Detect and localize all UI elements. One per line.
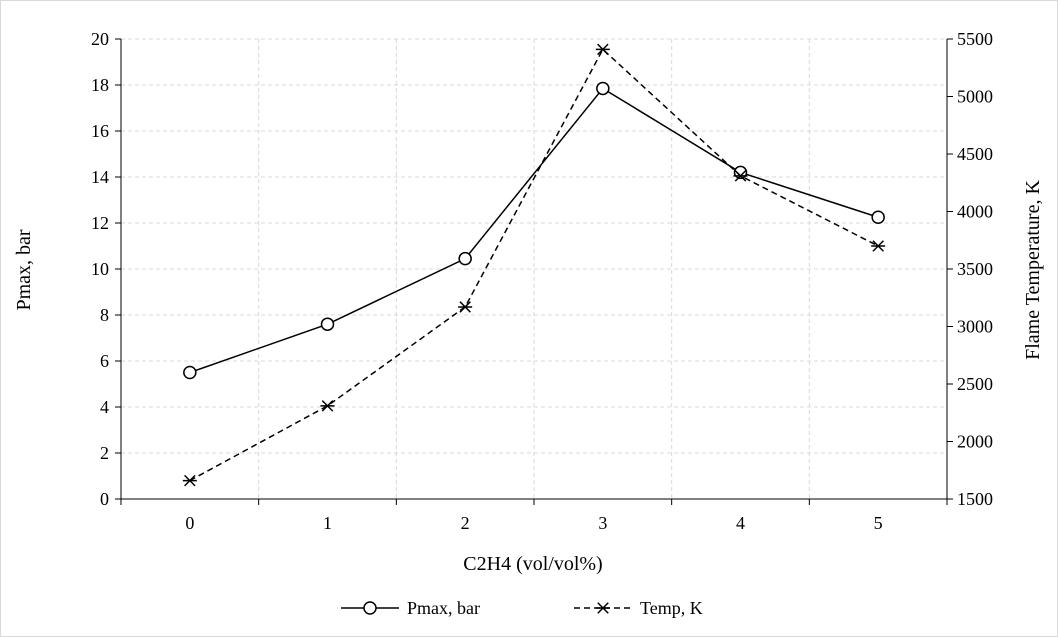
x-tick-label: 4 (736, 513, 745, 533)
y-left-tick-label: 20 (91, 29, 109, 49)
y-axis-right-title: Flame Temperature, K (1022, 180, 1044, 360)
legend: Pmax, bar Temp, K (341, 598, 703, 618)
data-point-pmax (458, 251, 472, 266)
data-point-temp (871, 240, 886, 252)
y-left-tick-label: 4 (100, 397, 109, 417)
gridlines (121, 38, 947, 499)
x-tick-label: 0 (185, 513, 194, 533)
y-right-tick-label: 3000 (957, 317, 993, 337)
y-right-tick-label: 5000 (957, 87, 993, 107)
y-left-tick-label: 8 (100, 305, 109, 325)
data-point-temp (733, 170, 748, 182)
legend-label-temp: Temp, K (640, 598, 703, 618)
y-right-tick-label: 2500 (957, 374, 993, 394)
series-layer (182, 43, 886, 487)
data-point-temp (182, 474, 197, 487)
x-axis-title: C2H4 (vol/vol%) (463, 553, 602, 575)
y-left-tick-label: 14 (91, 167, 109, 187)
data-point-temp (320, 400, 335, 412)
x-tick-label: 3 (598, 513, 607, 533)
legend-marker-pmax (363, 601, 377, 615)
y-left-tick-label: 10 (91, 259, 109, 279)
series-line-temp (189, 48, 879, 482)
legend-marker-temp (596, 602, 610, 614)
y-left-tick-label: 12 (91, 213, 109, 233)
x-tick-label: 2 (461, 513, 470, 533)
data-point-pmax (871, 210, 885, 224)
axes: 0246810121416182015002000250030003500400… (91, 29, 993, 533)
data-point-temp (595, 43, 610, 56)
legend-star-glyph (596, 602, 610, 614)
y-left-tick-label: 18 (91, 75, 109, 95)
y-right-tick-label: 4000 (957, 202, 993, 222)
x-tick-label: 1 (323, 513, 332, 533)
y-left-tick-label: 16 (91, 121, 109, 141)
legend-label-pmax: Pmax, bar (407, 598, 480, 618)
y-left-tick-label: 0 (100, 489, 109, 509)
data-point-pmax (596, 81, 610, 96)
y-right-tick-label: 5500 (957, 29, 993, 49)
data-point-pmax (183, 365, 197, 380)
data-point-temp (458, 301, 473, 313)
y-right-tick-label: 1500 (957, 489, 993, 509)
data-point-pmax (320, 317, 335, 331)
series-line-pmax (189, 87, 879, 374)
y-right-tick-label: 3500 (957, 259, 993, 279)
x-tick-label: 5 (874, 513, 883, 533)
y-left-tick-label: 6 (100, 351, 109, 371)
y-left-tick-label: 2 (100, 443, 109, 463)
y-right-tick-label: 4500 (957, 144, 993, 164)
y-right-tick-label: 2000 (957, 432, 993, 452)
y-axis-left-title: Pmax, bar (13, 229, 35, 310)
